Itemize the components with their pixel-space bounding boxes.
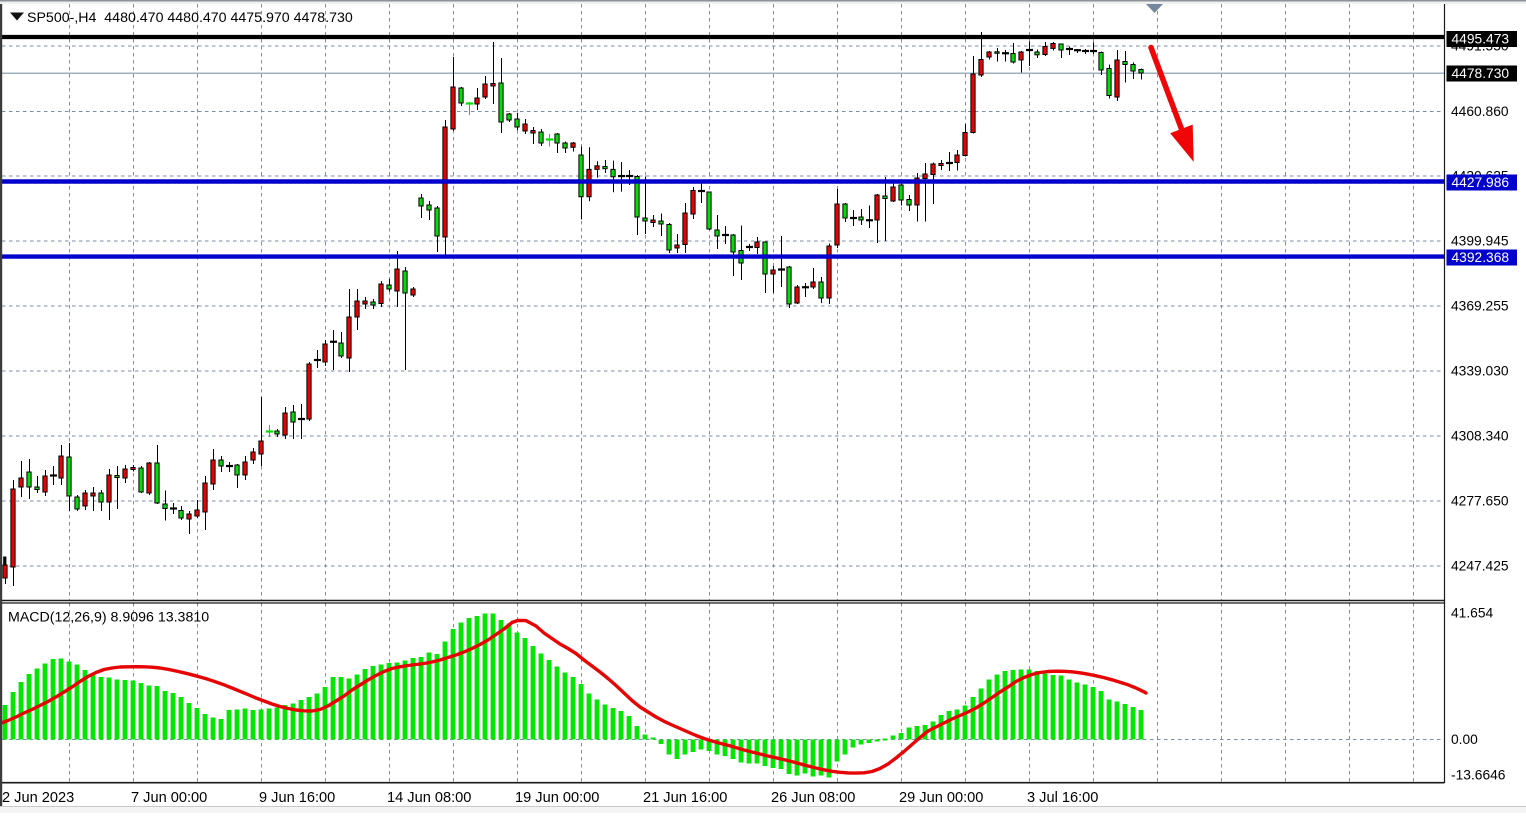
svg-text:4392.368: 4392.368 — [1452, 250, 1510, 265]
svg-text:SP500-,H4 4480.470 4480.470 4: SP500-,H4 4480.470 4480.470 4475.970 447… — [27, 10, 353, 26]
svg-text:4308.340: 4308.340 — [1451, 429, 1509, 444]
svg-text:4427.986: 4427.986 — [1452, 175, 1510, 190]
svg-text:4247.425: 4247.425 — [1451, 559, 1509, 574]
svg-text:0.00: 0.00 — [1451, 732, 1478, 747]
svg-text:26 Jun 08:00: 26 Jun 08:00 — [771, 790, 855, 806]
svg-text:4339.030: 4339.030 — [1451, 364, 1509, 379]
svg-text:2 Jun 2023: 2 Jun 2023 — [2, 790, 74, 806]
svg-text:-13.6646: -13.6646 — [1451, 768, 1506, 783]
svg-text:4478.730: 4478.730 — [1452, 66, 1510, 81]
svg-text:19 Jun 00:00: 19 Jun 00:00 — [515, 790, 599, 806]
svg-text:29 Jun 00:00: 29 Jun 00:00 — [899, 790, 983, 806]
svg-text:3 Jul 16:00: 3 Jul 16:00 — [1027, 790, 1098, 806]
svg-text:7 Jun 00:00: 7 Jun 00:00 — [131, 790, 207, 806]
svg-text:41.654: 41.654 — [1451, 606, 1494, 621]
svg-text:4399.945: 4399.945 — [1451, 234, 1509, 249]
svg-text:4460.860: 4460.860 — [1451, 104, 1509, 119]
svg-text:MACD(12,26,9) 8.9096 13.3810: MACD(12,26,9) 8.9096 13.3810 — [8, 610, 209, 626]
svg-text:4369.255: 4369.255 — [1451, 299, 1509, 314]
svg-text:4495.473: 4495.473 — [1452, 32, 1510, 47]
svg-text:21 Jun 16:00: 21 Jun 16:00 — [643, 790, 727, 806]
svg-text:4277.650: 4277.650 — [1451, 494, 1509, 509]
svg-text:9 Jun 16:00: 9 Jun 16:00 — [259, 790, 335, 806]
svg-text:14 Jun 08:00: 14 Jun 08:00 — [387, 790, 471, 806]
